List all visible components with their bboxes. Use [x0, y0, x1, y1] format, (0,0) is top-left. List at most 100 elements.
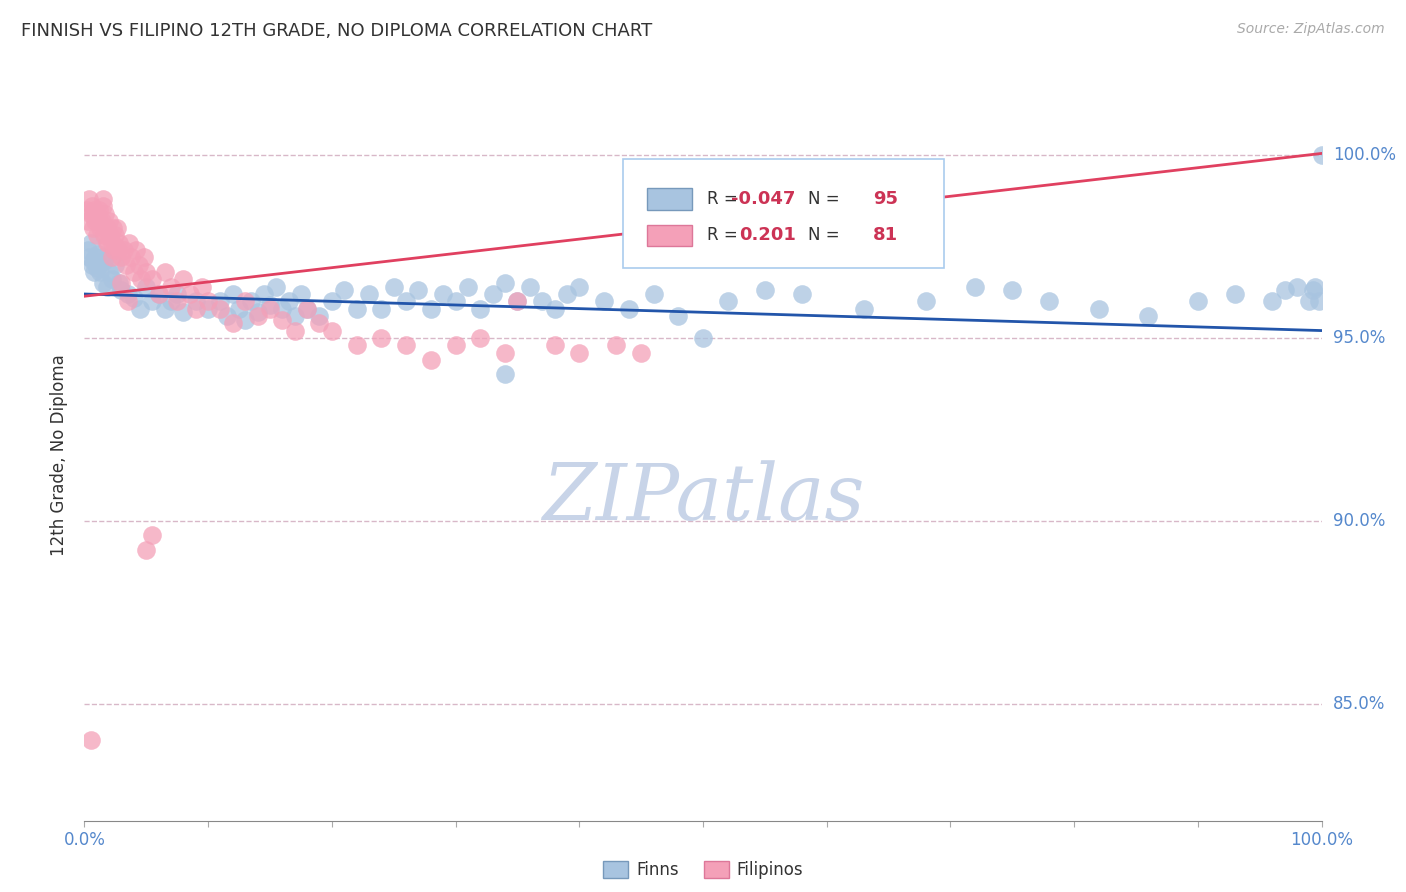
Point: [259, 301, 281, 316]
Point: [321, 324, 343, 338]
Point: [593, 294, 616, 309]
Point: [506, 294, 529, 309]
Point: [93, 254, 115, 268]
Point: [96, 235, 118, 250]
Point: [141, 528, 163, 542]
Point: [184, 294, 207, 309]
Point: [395, 294, 418, 309]
Point: [86, 261, 108, 276]
Text: 100.0%: 100.0%: [1333, 146, 1396, 164]
Point: [1261, 294, 1284, 309]
Point: [104, 228, 127, 243]
Point: [543, 338, 565, 352]
Point: [108, 235, 131, 250]
Point: [153, 265, 176, 279]
Point: [519, 279, 541, 293]
Point: [295, 301, 318, 316]
Point: [79, 235, 101, 250]
Point: [470, 331, 492, 345]
Point: [630, 345, 652, 359]
Point: [107, 243, 129, 257]
Point: [444, 338, 467, 352]
Point: [1305, 279, 1327, 293]
Point: [531, 294, 554, 309]
Point: [914, 294, 936, 309]
Point: [246, 309, 269, 323]
Point: [1223, 287, 1246, 301]
Point: [112, 243, 135, 257]
Point: [395, 338, 418, 352]
Point: [346, 338, 368, 352]
Point: [246, 305, 269, 319]
Point: [135, 543, 157, 558]
Point: [83, 202, 105, 217]
Point: [129, 272, 152, 286]
Text: FINNISH VS FILIPINO 12TH GRADE, NO DIPLOMA CORRELATION CHART: FINNISH VS FILIPINO 12TH GRADE, NO DIPLO…: [21, 22, 652, 40]
Point: [253, 287, 276, 301]
Point: [1285, 279, 1308, 293]
Point: [110, 251, 132, 265]
Point: [197, 294, 219, 309]
Point: [1001, 284, 1024, 298]
Point: [555, 287, 578, 301]
Point: [370, 331, 392, 345]
Point: [117, 287, 139, 301]
Text: -0.047: -0.047: [731, 190, 796, 208]
Point: [197, 301, 219, 316]
Point: [79, 251, 101, 265]
Point: [1187, 294, 1209, 309]
Point: [96, 221, 118, 235]
Point: [122, 265, 145, 279]
Point: [98, 265, 121, 279]
Point: [308, 309, 330, 323]
Text: 81: 81: [873, 227, 898, 244]
Point: [98, 228, 121, 243]
Point: [271, 312, 294, 326]
Point: [1302, 284, 1324, 298]
Point: [408, 284, 430, 298]
Point: [135, 265, 157, 279]
Point: [333, 284, 356, 298]
Point: [104, 258, 127, 272]
Point: [271, 301, 294, 316]
Y-axis label: 12th Grade, No Diploma: 12th Grade, No Diploma: [51, 354, 69, 556]
Point: [93, 228, 115, 243]
Point: [86, 206, 108, 220]
Point: [77, 214, 100, 228]
Point: [132, 251, 155, 265]
Point: [172, 305, 194, 319]
Point: [1274, 284, 1296, 298]
Legend: Finns, Filipinos: Finns, Filipinos: [596, 854, 810, 886]
Point: [166, 294, 188, 309]
Point: [209, 301, 232, 316]
Point: [568, 279, 591, 293]
Point: [90, 251, 112, 265]
Point: [965, 279, 987, 293]
Text: 95: 95: [873, 190, 898, 208]
Text: R =: R =: [707, 190, 738, 208]
Point: [108, 276, 131, 290]
Point: [494, 276, 516, 290]
Point: [86, 228, 108, 243]
Point: [105, 221, 128, 235]
Point: [141, 272, 163, 286]
Point: [264, 279, 287, 293]
Point: [84, 214, 107, 228]
Point: [1310, 148, 1333, 162]
Point: [432, 287, 454, 301]
Point: [128, 258, 150, 272]
Point: [419, 301, 441, 316]
Point: [91, 276, 114, 290]
Point: [122, 291, 145, 305]
FancyBboxPatch shape: [647, 225, 692, 246]
Point: [80, 258, 103, 272]
Point: [494, 368, 516, 382]
Point: [240, 294, 263, 309]
Point: [166, 287, 188, 301]
Point: [89, 258, 111, 272]
Point: [172, 272, 194, 286]
Point: [77, 243, 100, 257]
Point: [79, 733, 101, 747]
Point: [346, 301, 368, 316]
Point: [754, 284, 776, 298]
